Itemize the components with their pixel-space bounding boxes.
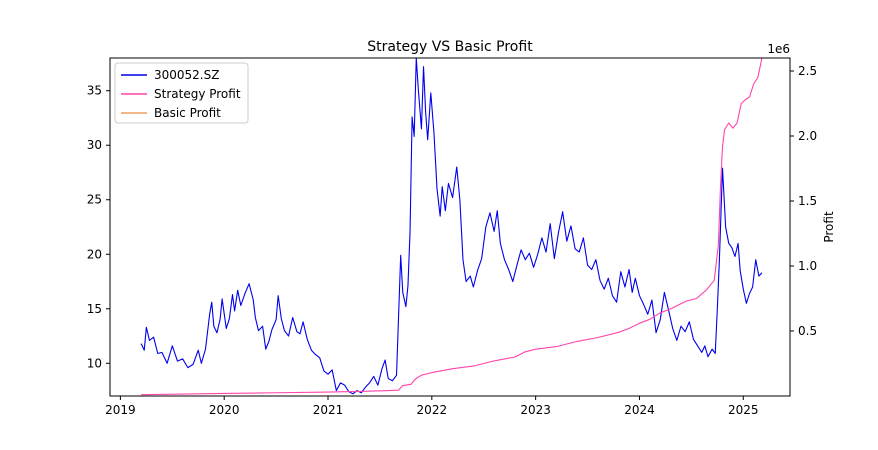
x-tick-label: 2021 xyxy=(313,403,344,417)
y-right-tick-label: 2.5 xyxy=(798,64,817,78)
x-axis-ticks: 2019 2020 2021 2022 2023 2024 2025 xyxy=(105,396,759,417)
legend: 300052.SZ Strategy Profit Basic Profit xyxy=(114,62,249,124)
y-right-tick-label: 0.5 xyxy=(798,324,817,338)
y-left-tick-label: 35 xyxy=(87,84,102,98)
legend-items: 300052.SZ Strategy Profit Basic Profit xyxy=(121,68,241,120)
legend-label-strategy-profit: Strategy Profit xyxy=(154,87,241,101)
y-right-tick-label: 1.0 xyxy=(798,259,817,273)
y-left-tick-label: 10 xyxy=(87,356,102,370)
y-left-tick-label: 15 xyxy=(87,302,102,316)
y-left-tick-label: 30 xyxy=(87,138,102,152)
x-tick-label: 2020 xyxy=(209,403,240,417)
y-left-tick-label: 25 xyxy=(87,193,102,207)
legend-label-basic-profit: Basic Profit xyxy=(154,106,221,120)
x-tick-label: 2025 xyxy=(728,403,759,417)
y-left-tick-label: 20 xyxy=(87,247,102,261)
chart-title: Strategy VS Basic Profit xyxy=(367,39,533,55)
x-tick-label: 2024 xyxy=(624,403,655,417)
right-axis-label: Profit xyxy=(822,211,836,243)
y-right-tick-label: 1.5 xyxy=(798,194,817,208)
series-layer xyxy=(140,58,763,396)
y-right-tick-label: 2.0 xyxy=(798,129,817,143)
x-tick-label: 2019 xyxy=(105,403,136,417)
legend-label-300052-sz: 300052.SZ xyxy=(154,68,219,82)
x-tick-label: 2023 xyxy=(520,403,551,417)
y-right-axis-ticks: 0.5 1.0 1.5 2.0 2.5 xyxy=(790,64,817,338)
x-tick-label: 2022 xyxy=(417,403,448,417)
series-line-300052-sz xyxy=(140,58,763,395)
series-line-strategy-profit xyxy=(141,58,763,396)
legend-box xyxy=(114,62,249,124)
y-left-axis-ticks: 10 15 20 25 30 35 xyxy=(87,84,110,370)
right-axis-offset-text: 1e6 xyxy=(767,42,790,56)
plot-frame xyxy=(109,57,791,397)
